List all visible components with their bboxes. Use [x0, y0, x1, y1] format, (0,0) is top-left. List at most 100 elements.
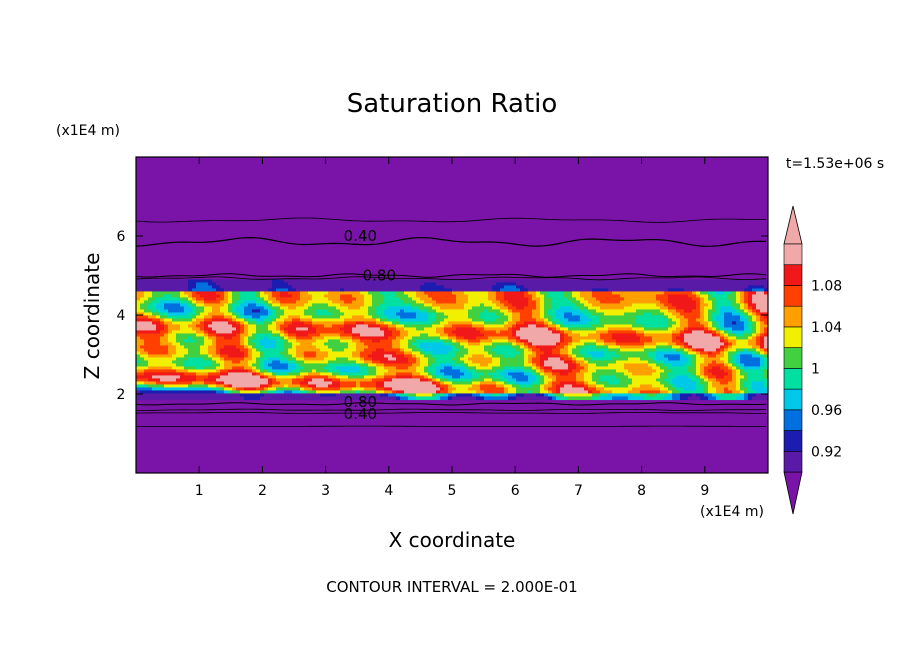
- field-cell: [576, 288, 581, 293]
- field-cell: [672, 351, 677, 356]
- field-cell: [600, 354, 605, 359]
- field-cell: [512, 282, 517, 287]
- field-cell: [612, 315, 617, 320]
- field-cell: [160, 303, 165, 308]
- field-cell: [632, 366, 637, 371]
- field-cell: [352, 345, 357, 350]
- field-cell: [540, 366, 545, 371]
- field-cell: [676, 306, 681, 311]
- field-cell: [640, 288, 645, 293]
- field-cell: [464, 279, 469, 284]
- field-cell: [256, 306, 261, 311]
- field-cell: [300, 327, 305, 332]
- field-cell: [164, 354, 169, 359]
- field-cell: [148, 342, 153, 347]
- field-cell: [240, 279, 245, 284]
- field-cell: [292, 315, 297, 320]
- field-cell: [200, 306, 205, 311]
- field-cell: [548, 294, 553, 299]
- field-cell: [348, 318, 353, 323]
- field-cell: [688, 297, 693, 302]
- field-cell: [684, 360, 689, 365]
- field-cell: [224, 285, 229, 290]
- field-cell: [420, 366, 425, 371]
- field-cell: [548, 330, 553, 335]
- field-cell: [644, 291, 649, 296]
- field-cell: [308, 345, 313, 350]
- field-cell: [412, 357, 417, 362]
- field-cell: [148, 366, 153, 371]
- field-cell: [424, 327, 429, 332]
- field-cell: [324, 297, 329, 302]
- field-cell: [528, 288, 533, 293]
- field-cell: [300, 282, 305, 287]
- field-cell: [324, 330, 329, 335]
- field-cell: [412, 336, 417, 341]
- field-cell: [688, 348, 693, 353]
- field-cell: [228, 336, 233, 341]
- field-cell: [296, 330, 301, 335]
- field-cell: [676, 354, 681, 359]
- field-cell: [740, 327, 745, 332]
- field-cell: [464, 336, 469, 341]
- field-cell: [168, 312, 173, 317]
- field-cell: [568, 309, 573, 314]
- field-cell: [488, 288, 493, 293]
- field-cell: [464, 306, 469, 311]
- field-cell: [392, 333, 397, 338]
- field-cell: [744, 360, 749, 365]
- field-cell: [608, 282, 613, 287]
- field-cell: [688, 300, 693, 305]
- field-cell: [456, 369, 461, 374]
- field-cell: [704, 306, 709, 311]
- field-cell: [232, 366, 237, 371]
- field-cell: [456, 330, 461, 335]
- field-cell: [612, 345, 617, 350]
- field-cell: [328, 303, 333, 308]
- field-cell: [612, 309, 617, 314]
- field-cell: [408, 291, 413, 296]
- field-cell: [176, 348, 181, 353]
- field-cell: [572, 330, 577, 335]
- field-cell: [528, 315, 533, 320]
- field-cell: [308, 285, 313, 290]
- field-cell: [760, 324, 765, 329]
- field-cell: [572, 306, 577, 311]
- field-cell: [696, 339, 701, 344]
- field-cell: [188, 306, 193, 311]
- field-cell: [620, 354, 625, 359]
- field-cell: [220, 297, 225, 302]
- field-cell: [660, 288, 665, 293]
- field-cell: [520, 288, 525, 293]
- field-cell: [160, 342, 165, 347]
- field-cell: [628, 354, 633, 359]
- field-cell: [208, 357, 213, 362]
- field-cell: [496, 357, 501, 362]
- field-cell: [544, 351, 549, 356]
- field-cell: [336, 351, 341, 356]
- field-cell: [496, 294, 501, 299]
- field-cell: [156, 312, 161, 317]
- field-cell: [688, 345, 693, 350]
- field-cell: [424, 366, 429, 371]
- field-cell: [584, 336, 589, 341]
- field-cell: [304, 342, 309, 347]
- field-cell: [236, 348, 241, 353]
- field-cell: [456, 324, 461, 329]
- field-cell: [260, 342, 265, 347]
- field-cell: [516, 342, 521, 347]
- field-cell: [460, 363, 465, 368]
- field-cell: [520, 366, 525, 371]
- field-cell: [612, 288, 617, 293]
- field-cell: [432, 321, 437, 326]
- field-cell: [252, 294, 257, 299]
- field-cell: [652, 324, 657, 329]
- field-cell: [484, 327, 489, 332]
- field-cell: [756, 309, 761, 314]
- field-cell: [312, 369, 317, 374]
- field-cell: [552, 285, 557, 290]
- field-cell: [588, 363, 593, 368]
- field-cell: [660, 363, 665, 368]
- field-cell: [208, 330, 213, 335]
- field-cell: [572, 369, 577, 374]
